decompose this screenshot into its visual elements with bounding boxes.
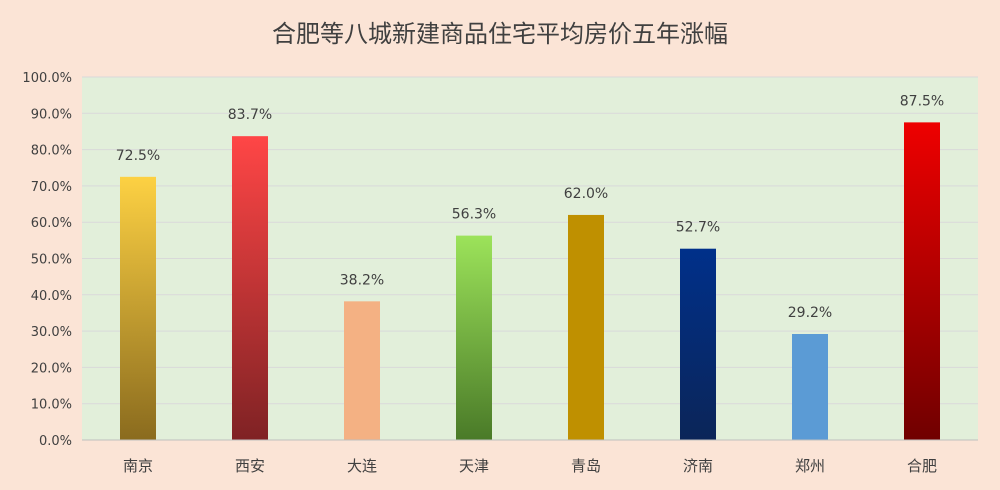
data-label: 72.5% <box>116 148 160 164</box>
y-tick-label: 0.0% <box>39 434 72 449</box>
x-category-label: 大连 <box>347 457 377 475</box>
data-labels: 72.5% 83.7% 38.2% 56.3% 62.0% 52.7% 29.2% 87.5% <box>116 93 944 321</box>
bar <box>904 122 940 440</box>
gridlines <box>82 76 978 405</box>
x-category-label: 济南 <box>683 457 713 475</box>
data-label: 83.7% <box>228 107 272 123</box>
bar <box>680 248 716 440</box>
x-category-label: 郑州 <box>795 457 825 475</box>
bar <box>792 334 828 440</box>
y-tick-label: 20.0% <box>31 361 72 376</box>
y-tick-label: 60.0% <box>31 216 72 231</box>
x-category-label: 天津 <box>459 457 489 475</box>
bars <box>120 122 940 440</box>
y-tick-label: 100.0% <box>22 71 72 86</box>
bar <box>568 214 604 440</box>
data-label: 62.0% <box>564 186 608 202</box>
y-tick-label: 80.0% <box>31 144 72 159</box>
bar <box>232 136 268 440</box>
chart-title: 合肥等八城新建商品住宅平均房价五年涨幅 <box>272 20 728 48</box>
data-label: 29.2% <box>788 305 832 321</box>
data-label: 52.7% <box>676 220 720 236</box>
data-label: 38.2% <box>340 272 384 288</box>
bar <box>456 235 492 440</box>
y-tick-label: 40.0% <box>31 289 72 304</box>
y-tick-label: 50.0% <box>31 253 72 268</box>
y-axis-ticks: 0.0% 10.0% 20.0% 30.0% 40.0% 50.0% 60.0% 70.0% 8… <box>22 71 72 449</box>
y-tick-label: 90.0% <box>31 107 72 122</box>
x-category-label: 合肥 <box>907 457 937 475</box>
data-label: 87.5% <box>900 93 944 109</box>
data-label: 56.3% <box>452 207 496 223</box>
x-category-label: 青岛 <box>571 457 601 475</box>
x-category-label: 南京 <box>123 457 153 475</box>
y-tick-label: 70.0% <box>31 180 72 195</box>
y-tick-label: 10.0% <box>31 398 72 413</box>
bar <box>120 176 156 440</box>
x-axis-categories: 南京 西安 大连 天津 青岛 济南 郑州 合肥 <box>123 457 937 475</box>
y-tick-label: 30.0% <box>31 325 72 340</box>
bar <box>344 301 380 440</box>
x-category-label: 西安 <box>235 457 265 475</box>
